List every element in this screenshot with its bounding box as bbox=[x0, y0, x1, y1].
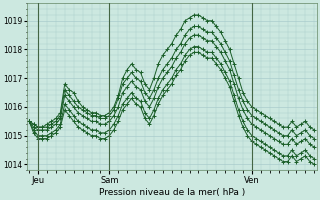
X-axis label: Pression niveau de la mer( hPa ): Pression niveau de la mer( hPa ) bbox=[99, 188, 245, 197]
